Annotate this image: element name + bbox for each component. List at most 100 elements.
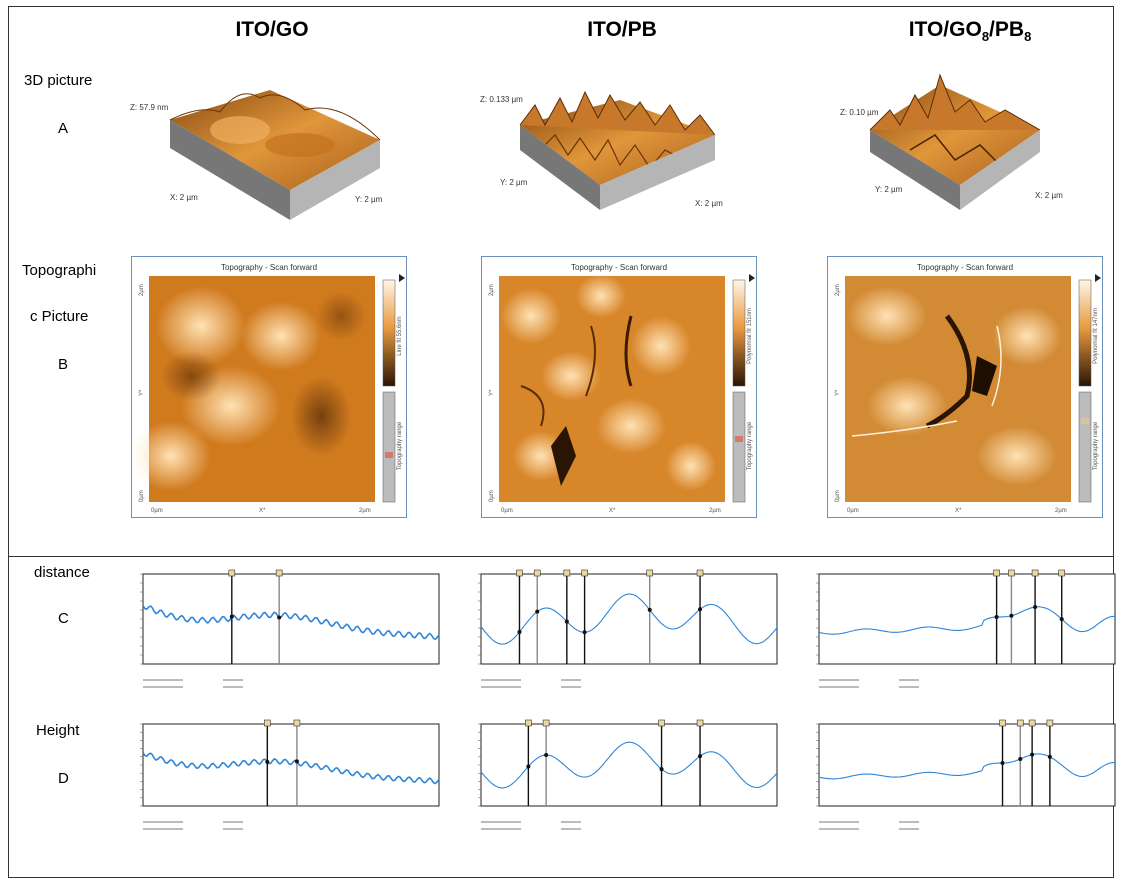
row-label-height: Height — [36, 722, 80, 739]
row-label-3d: 3D picture — [24, 72, 93, 89]
cursor-tag — [581, 569, 588, 577]
scale-label-go: Line fit 55.6nm — [397, 316, 403, 355]
cursor-tag — [264, 719, 271, 727]
xaxis-right-go: 2µm — [359, 508, 371, 514]
axis-top-go-pb: 2µm — [835, 284, 841, 296]
scale-label-pb: Polynomial fit 151nm — [747, 308, 753, 364]
column-title-3: ITO/GO8/PB8 — [908, 18, 1032, 45]
axis-mid-go-pb: Y* — [835, 389, 841, 396]
cursor-point — [647, 607, 652, 612]
cursor-tag — [1016, 719, 1024, 727]
xaxis-left-pb: 0µm — [501, 508, 513, 514]
cursor-point — [517, 629, 522, 634]
3d-surface-go: Z: 57.9 nm X: 2 µm Y: 2 µm — [130, 90, 383, 220]
cursor-point — [994, 614, 999, 619]
column-title-1: ITO/GO — [235, 18, 309, 41]
cursor-tag — [563, 569, 571, 577]
axis-top-pb: 2µm — [489, 284, 495, 296]
profile-c-pb — [478, 569, 778, 688]
cursor-point — [564, 619, 569, 624]
cursor-point — [582, 630, 587, 635]
z-label-go-pb: Z: 0.10 µm — [840, 108, 879, 117]
profile-frame — [480, 723, 778, 807]
column-title-2: ITO/PB — [587, 18, 657, 41]
axis-bot-go-pb: 0µm — [835, 490, 841, 502]
cursor-tag — [1008, 569, 1015, 577]
3d-surface-go-pb: Z: 0.10 µm Y: 2 µm X: 2 µm — [840, 73, 1063, 210]
scale-label-go-pb: Polynomial fit 147nm — [1093, 308, 1099, 364]
xaxis-mid-go-pb: X* — [955, 508, 962, 514]
axis-top-go: 2µm — [139, 284, 145, 296]
row-label-topographic-1: Topographi — [22, 262, 97, 279]
3d-surface-pb: Z: 0.133 µm Y: 2 µm X: 2 µm — [480, 90, 723, 210]
profile-curve — [818, 753, 1115, 780]
cursor-tag — [1058, 569, 1066, 577]
x-label-go: X: 2 µm — [170, 193, 198, 202]
range-label-go-pb: Topography range — [1093, 421, 1099, 470]
cursor-point — [1018, 757, 1023, 762]
profile-curve — [480, 593, 778, 645]
cursor-tag — [646, 569, 654, 577]
cursor-point — [294, 759, 299, 764]
row-letter-b: B — [58, 356, 69, 373]
x-label-go-pb: X: 2 µm — [1035, 191, 1063, 200]
profile-frame — [818, 723, 1116, 807]
profile-frame — [818, 573, 1116, 665]
cursor-tag — [1046, 719, 1054, 727]
cursor-tag — [1028, 719, 1036, 727]
cursor-tag — [533, 569, 541, 577]
xaxis-right-pb: 2µm — [709, 508, 721, 514]
cursor-tag — [993, 569, 1000, 577]
y-label-go-pb: Y: 2 µm — [875, 185, 903, 194]
cursor-point — [277, 615, 282, 620]
profile-c-go — [140, 569, 440, 688]
cursor-tag — [1031, 569, 1039, 577]
topography-panel-go-pb: Topography - Scan forward Polynomial fit… — [827, 256, 1103, 518]
cursor-tag — [999, 719, 1006, 727]
profile-curve — [480, 741, 778, 789]
range-label-go: Topography range — [397, 421, 403, 470]
panel-title-go-pb: Topography - Scan forward — [917, 263, 1013, 272]
row-letter-c: C — [58, 610, 69, 627]
x-label-pb: X: 2 µm — [695, 199, 723, 208]
cursor-point — [1033, 605, 1038, 610]
profile-curve — [142, 752, 440, 785]
cursor-tag — [696, 719, 704, 727]
cursor-tag — [516, 569, 523, 577]
axis-mid-go: Y* — [139, 389, 145, 396]
row-letter-d: D — [58, 770, 69, 787]
topography-panel-go: Topography - Scan forward Line fit 55.6n… — [131, 256, 407, 518]
figure-frame — [8, 6, 1114, 878]
y-label-pb: Y: 2 µm — [500, 178, 528, 187]
cursor-point — [535, 609, 540, 614]
profile-d-pb — [478, 719, 778, 830]
z-label-pb: Z: 0.133 µm — [480, 95, 523, 104]
axis-bot-go: 0µm — [139, 490, 145, 502]
xaxis-left-go: 0µm — [151, 508, 163, 514]
cursor-tag — [542, 719, 550, 727]
y-label-go: Y: 2 µm — [355, 195, 383, 204]
cursor-point — [698, 607, 703, 612]
cursor-point — [1059, 617, 1064, 622]
cursor-tag — [658, 719, 665, 727]
cursor-point — [229, 614, 234, 619]
axis-bot-pb: 0µm — [489, 490, 495, 502]
panel-title-go: Topography - Scan forward — [221, 263, 317, 272]
axis-mid-pb: Y* — [489, 389, 495, 396]
row-label-distance: distance — [34, 564, 90, 581]
cursor-point — [1047, 754, 1052, 759]
panel-title-pb: Topography - Scan forward — [571, 263, 667, 272]
xaxis-mid-pb: X* — [609, 508, 616, 514]
profile-d-go-pb — [816, 719, 1116, 830]
cursor-point — [698, 754, 703, 759]
topography-panel-pb: Topography - Scan forward Polynomial fit… — [481, 256, 757, 518]
range-label-pb: Topography range — [747, 421, 753, 470]
cursor-tag — [525, 719, 532, 727]
row-letter-a: A — [58, 120, 69, 137]
profile-curve — [142, 604, 440, 641]
profile-frame — [480, 573, 778, 665]
profile-c-go-pb — [816, 569, 1116, 688]
cursor-tag — [228, 569, 236, 577]
row-label-topographic-2: c Picture — [30, 308, 89, 325]
xaxis-left-go-pb: 0µm — [847, 508, 859, 514]
